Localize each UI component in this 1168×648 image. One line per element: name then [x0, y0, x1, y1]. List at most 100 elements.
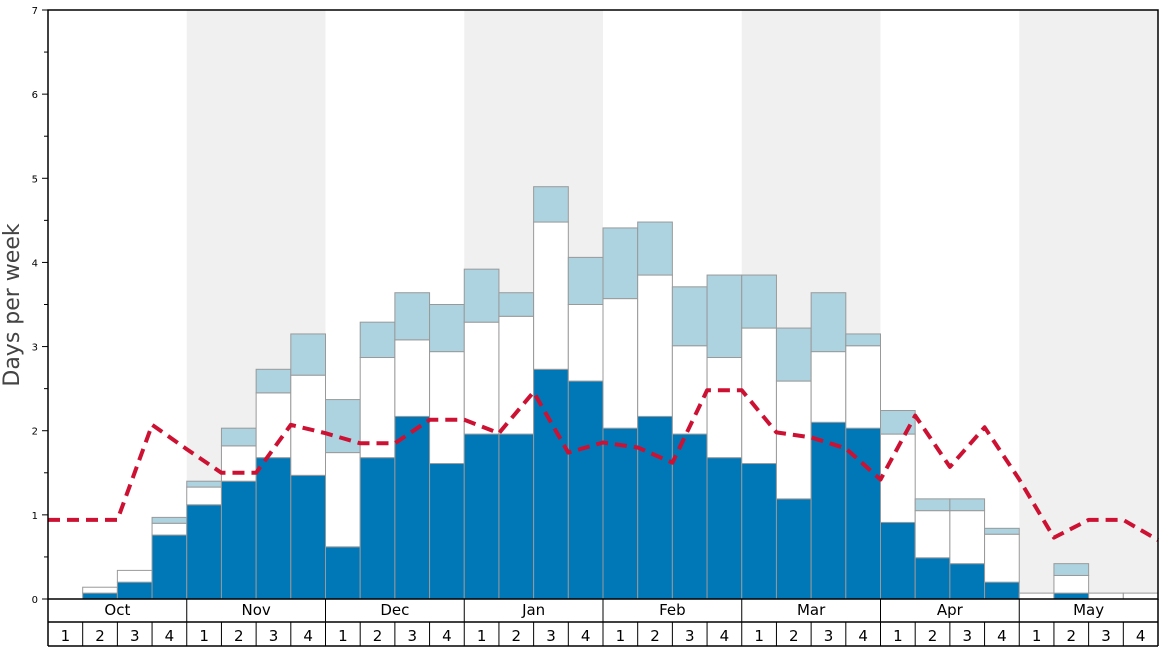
- month-label: Jan: [521, 601, 545, 619]
- bar-segment: [359, 357, 396, 459]
- y-tick-label: 6: [32, 90, 38, 101]
- bar-segment: [220, 480, 257, 600]
- week-label: 1: [1032, 627, 1042, 645]
- bar-segment: [463, 321, 500, 435]
- bar-segment: [602, 427, 639, 600]
- week-label: 1: [754, 627, 764, 645]
- y-tick-label: 1: [32, 511, 38, 522]
- week-label: 2: [928, 627, 938, 645]
- bar-segment: [775, 498, 812, 600]
- bar-segment: [151, 522, 188, 536]
- bar-segment: [151, 516, 188, 524]
- bar-segment: [533, 186, 569, 223]
- week-label: 3: [685, 627, 695, 645]
- bar-segment: [533, 368, 569, 600]
- bar-segment: [82, 592, 118, 600]
- bar-segment: [914, 498, 951, 512]
- bar-segment: [845, 427, 881, 600]
- bar-segment: [1053, 574, 1090, 594]
- bar-segment: [741, 327, 777, 465]
- bar-segment: [949, 498, 986, 512]
- week-label: 2: [373, 627, 383, 645]
- week-label: 2: [512, 627, 522, 645]
- bar-segment: [706, 357, 743, 459]
- bar-segment: [741, 463, 777, 600]
- week-label: 3: [962, 627, 972, 645]
- bar-segment: [186, 480, 222, 488]
- bar-segment: [220, 427, 257, 447]
- bar-segment: [186, 486, 222, 506]
- bar-segment: [810, 351, 847, 423]
- week-label: 2: [234, 627, 244, 645]
- bar-segment: [949, 563, 986, 600]
- bar-segment: [220, 445, 257, 482]
- bar-segment: [429, 463, 465, 600]
- plot-frame: [47, 9, 1159, 600]
- bar-segment: [775, 327, 812, 382]
- bar-segment: [290, 474, 326, 600]
- line-series: [48, 388, 1160, 542]
- bar-segment: [325, 452, 361, 548]
- bar-segment: [255, 368, 292, 394]
- bar-segment: [567, 380, 604, 600]
- week-label: 4: [858, 627, 868, 645]
- bar-segment: [775, 380, 812, 500]
- bar-segment: [880, 521, 916, 600]
- bar-segment: [290, 374, 326, 476]
- bar-segment: [1018, 592, 1055, 600]
- week-label: 3: [1101, 627, 1111, 645]
- bar-segment: [567, 256, 604, 306]
- bar-segment: [1088, 592, 1124, 600]
- week-label: 4: [997, 627, 1007, 645]
- bar-segment: [498, 292, 535, 317]
- bar-segment: [880, 410, 916, 435]
- week-label: 4: [581, 627, 591, 645]
- week-label: 3: [824, 627, 834, 645]
- bar-segment: [741, 274, 777, 329]
- bar-segment: [82, 586, 118, 594]
- bar-segment: [949, 510, 986, 565]
- week-label: 1: [61, 627, 71, 645]
- bar-segment: [984, 533, 1020, 583]
- bar-segment: [533, 221, 569, 370]
- bar-segment: [116, 581, 153, 600]
- y-tick-label: 5: [32, 174, 38, 185]
- bar-segment: [463, 268, 500, 323]
- week-label: 1: [199, 627, 209, 645]
- bar-segment: [706, 457, 743, 600]
- month-label: Nov: [241, 601, 270, 619]
- week-label: 4: [720, 627, 730, 645]
- bar-segment: [810, 421, 847, 600]
- month-label: Apr: [937, 601, 964, 619]
- x-axis: Oct Nov Dec Jan Feb Mar Apr May 1 2 3 4 1 2 3 4 1 2 3 4 1 2 3 4…: [47, 599, 1159, 647]
- bar-segment: [325, 399, 361, 454]
- week-label: 1: [616, 627, 626, 645]
- bar-segment: [845, 333, 881, 347]
- month-label: Oct: [104, 601, 130, 619]
- week-label: 4: [1136, 627, 1146, 645]
- average-line: [48, 388, 1160, 542]
- week-label: 4: [442, 627, 452, 645]
- bar-segment: [325, 546, 361, 600]
- bar-segment: [914, 557, 951, 600]
- bar-segment: [290, 333, 326, 376]
- bar-segment: [359, 457, 396, 600]
- bar-segment: [255, 457, 292, 600]
- bar-segment: [394, 292, 431, 341]
- bar-segment: [394, 415, 431, 600]
- bar-segment: [1053, 592, 1090, 600]
- y-tick-label: 4: [32, 258, 38, 269]
- bar-segment: [671, 433, 708, 600]
- bar-segment: [463, 433, 500, 600]
- month-band: [1019, 10, 1158, 599]
- week-label: 4: [165, 627, 175, 645]
- week-label: 1: [477, 627, 487, 645]
- bar-segment: [845, 345, 881, 429]
- month-label: Mar: [797, 601, 826, 619]
- bar-segment: [602, 227, 639, 300]
- y-tick-label: 7: [32, 6, 38, 17]
- bar-segment: [116, 569, 153, 583]
- bar-segment: [359, 321, 396, 359]
- bar-segment: [498, 433, 535, 600]
- week-label: 1: [893, 627, 903, 645]
